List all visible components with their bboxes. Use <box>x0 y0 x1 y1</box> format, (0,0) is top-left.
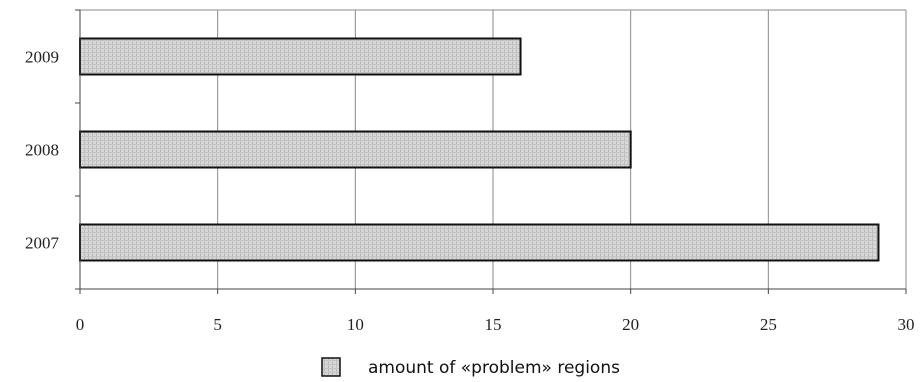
x-tick-label: 30 <box>898 315 915 334</box>
bar-2009 <box>79 37 522 76</box>
legend-swatch <box>321 357 341 377</box>
x-tick-label: 15 <box>485 315 502 334</box>
legend-label: amount of «problem» regions <box>368 358 620 378</box>
bars-group <box>79 37 880 262</box>
y-category-label: 2008 <box>25 141 59 160</box>
bar-2008 <box>79 130 632 169</box>
y-category-label: 2009 <box>25 48 59 67</box>
x-tick-label: 0 <box>76 315 85 334</box>
y-category-label: 2007 <box>25 234 60 253</box>
x-tick-labels: 0 5 10 15 20 25 30 <box>76 315 915 334</box>
x-tick-label: 5 <box>213 315 222 334</box>
bar-2007 <box>79 223 880 262</box>
legend: amount of «problem» regions <box>321 357 620 378</box>
y-tick-labels: 2009 2008 2007 <box>25 48 60 253</box>
x-tick-label: 10 <box>347 315 364 334</box>
axes-group <box>75 9 907 294</box>
x-tick-label: 25 <box>760 315 777 334</box>
x-tick-label: 20 <box>622 315 639 334</box>
